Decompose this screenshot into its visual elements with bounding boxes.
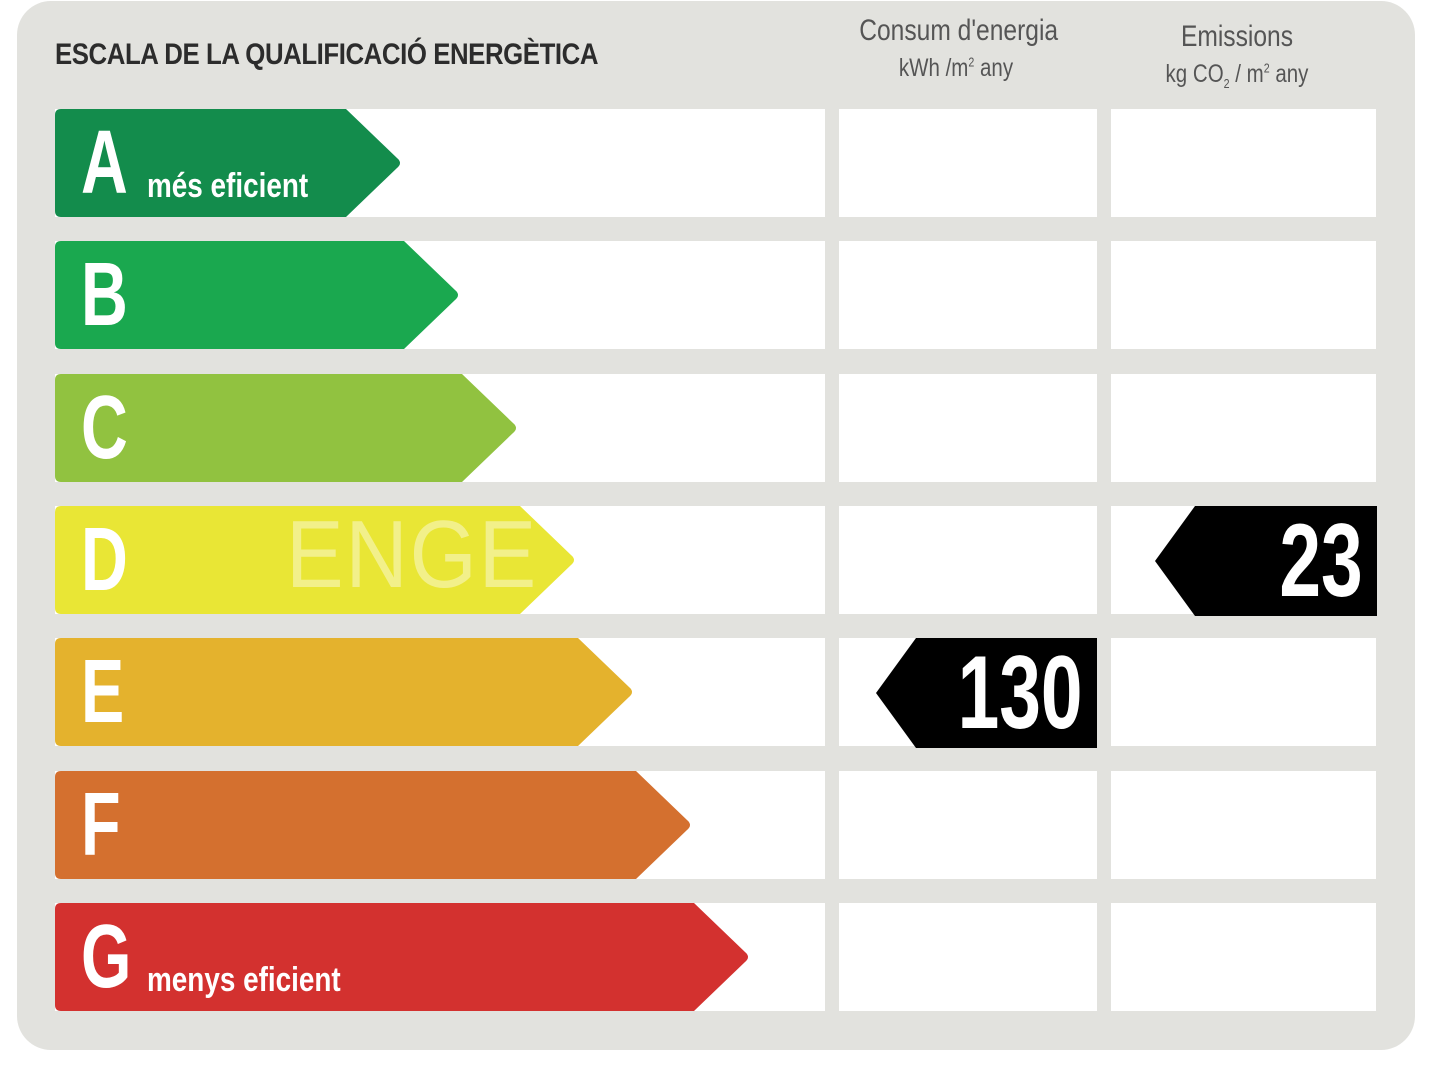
rating-row-b: B: [55, 241, 825, 349]
rating-label-a: més eficient: [147, 167, 309, 205]
rating-arrow-g: [55, 903, 748, 1011]
rating-letter-g: G: [81, 907, 132, 1007]
rating-arrow-e: [55, 638, 632, 746]
rating-letter-f: F: [81, 775, 121, 875]
rating-letter-d: D: [81, 510, 128, 610]
consumption-marker-value: 130: [958, 635, 1083, 751]
consumption-column-unit: kWh /m2 any: [898, 54, 1014, 82]
rating-letter-b: B: [81, 245, 128, 345]
rating-arrow-b: [55, 241, 458, 349]
emissions-cell-c: [1111, 374, 1376, 482]
rating-letter-a: A: [81, 113, 128, 213]
emissions-column-unit: kg CO2 / m2 any: [1165, 60, 1309, 91]
emissions-cell-g: [1111, 903, 1376, 1011]
rating-row-c: C: [55, 374, 825, 482]
rating-arrow-f: [55, 771, 690, 879]
emissions-column-header: Emissions kg CO2 / m2 any: [1112, 20, 1362, 91]
rating-row-d: D: [55, 506, 825, 614]
consumption-cell-b: [839, 241, 1097, 349]
consumption-marker: 130: [876, 638, 1097, 748]
consumption-cell-c: [839, 374, 1097, 482]
consumption-cell-a: [839, 109, 1097, 217]
consumption-column-title: Consum d'energia: [859, 14, 1059, 47]
rating-arrow-c: [55, 374, 516, 482]
emissions-cell-b: [1111, 241, 1376, 349]
emissions-cell-a: [1111, 109, 1376, 217]
rating-letter-c: C: [81, 378, 128, 478]
emissions-cell-e: [1111, 638, 1376, 746]
consumption-cell-d: [839, 506, 1097, 614]
consumption-marker-shape: [876, 638, 1097, 748]
rating-label-g: menys eficient: [147, 961, 341, 999]
emissions-cell-f: [1111, 771, 1376, 879]
consumption-cell-g: [839, 903, 1097, 1011]
rating-letter-e: E: [81, 642, 125, 742]
page-title: ESCALA DE LA QUALIFICACIÓ ENERGÈTICA: [55, 38, 599, 71]
rating-row-f: F: [55, 771, 825, 879]
consumption-column-header: Consum d'energia kWh /m2 any: [838, 14, 1074, 83]
emissions-marker-shape: [1155, 506, 1377, 616]
emissions-marker-value: 23: [1279, 503, 1363, 619]
rating-arrow-a: [55, 109, 400, 217]
emissions-column-title: Emissions: [1180, 20, 1294, 53]
watermark: ENGE: [286, 501, 539, 608]
emissions-marker: 23: [1155, 506, 1377, 616]
rating-arrow-d: [55, 506, 574, 614]
rating-row-e: E: [55, 638, 825, 746]
consumption-cell-f: [839, 771, 1097, 879]
